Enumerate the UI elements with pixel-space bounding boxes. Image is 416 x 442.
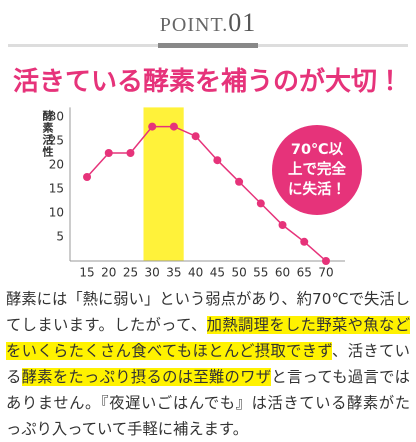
x-tick-label: 25 [123,266,138,280]
point [148,122,157,131]
point [191,132,200,141]
point [83,173,92,181]
text: 酵素には「熱に弱い」という弱点があり、約70℃で失活してしまいます。したがって、 [6,290,410,334]
y-tick-label: 15 [49,182,64,196]
point-number: 01 [228,8,257,37]
highlight-band [143,107,184,262]
body-text: 酵素には「熱に弱い」という弱点があり、約70℃で失活してしまいます。したがって、… [6,286,410,442]
page: {"header": {"point_label": "POINT.", "po… [0,8,416,438]
annotation: 70℃以上で完全に失活！ [288,142,346,198]
x-tick-label: 15 [79,266,94,280]
annotation-badge: 70℃以上で完全に失活！ [272,125,362,215]
y-tick-label: 30 [49,110,64,124]
x-tick-label: 55 [253,266,268,280]
text: 、活きている [6,342,410,386]
x-tick-label: 60 [275,266,290,280]
point [278,221,287,229]
highlighted-text: 酵素をたっぷり摂るのは至難のワザ [21,368,272,386]
x-tick-label: 20 [101,266,116,280]
x-tick-label: 40 [188,266,203,280]
x-tick-label: 65 [297,266,312,280]
y-tick-label: 5 [56,230,64,244]
point [213,156,222,165]
point [235,177,244,186]
x-tick-label: 45 [210,266,225,280]
y-tick-label: 20 [49,158,64,172]
y-axis-label: 酵素活性 [41,110,54,158]
x-tick-label: 35 [166,266,181,280]
chart: 5 10 15 20 25 30 15 20 25 30 35 40 45 50 55 60 65 70 [49,107,345,280]
point-heading: POINT.01 [0,8,416,38]
y-tick-label: 10 [49,206,64,220]
point-label: POINT. [159,14,229,36]
point [256,199,265,208]
divider-accent [158,43,258,48]
y-tick-label: 25 [49,134,64,148]
point [104,149,113,157]
point [169,122,178,131]
headline: 活きている酵素を補うのが大切！ [12,67,403,97]
point [126,149,135,157]
x-tick-label: 30 [145,266,160,280]
x-tick-label: 70 [318,266,333,280]
x-tick-label: 50 [231,266,246,280]
point [321,257,330,265]
point [300,237,309,246]
